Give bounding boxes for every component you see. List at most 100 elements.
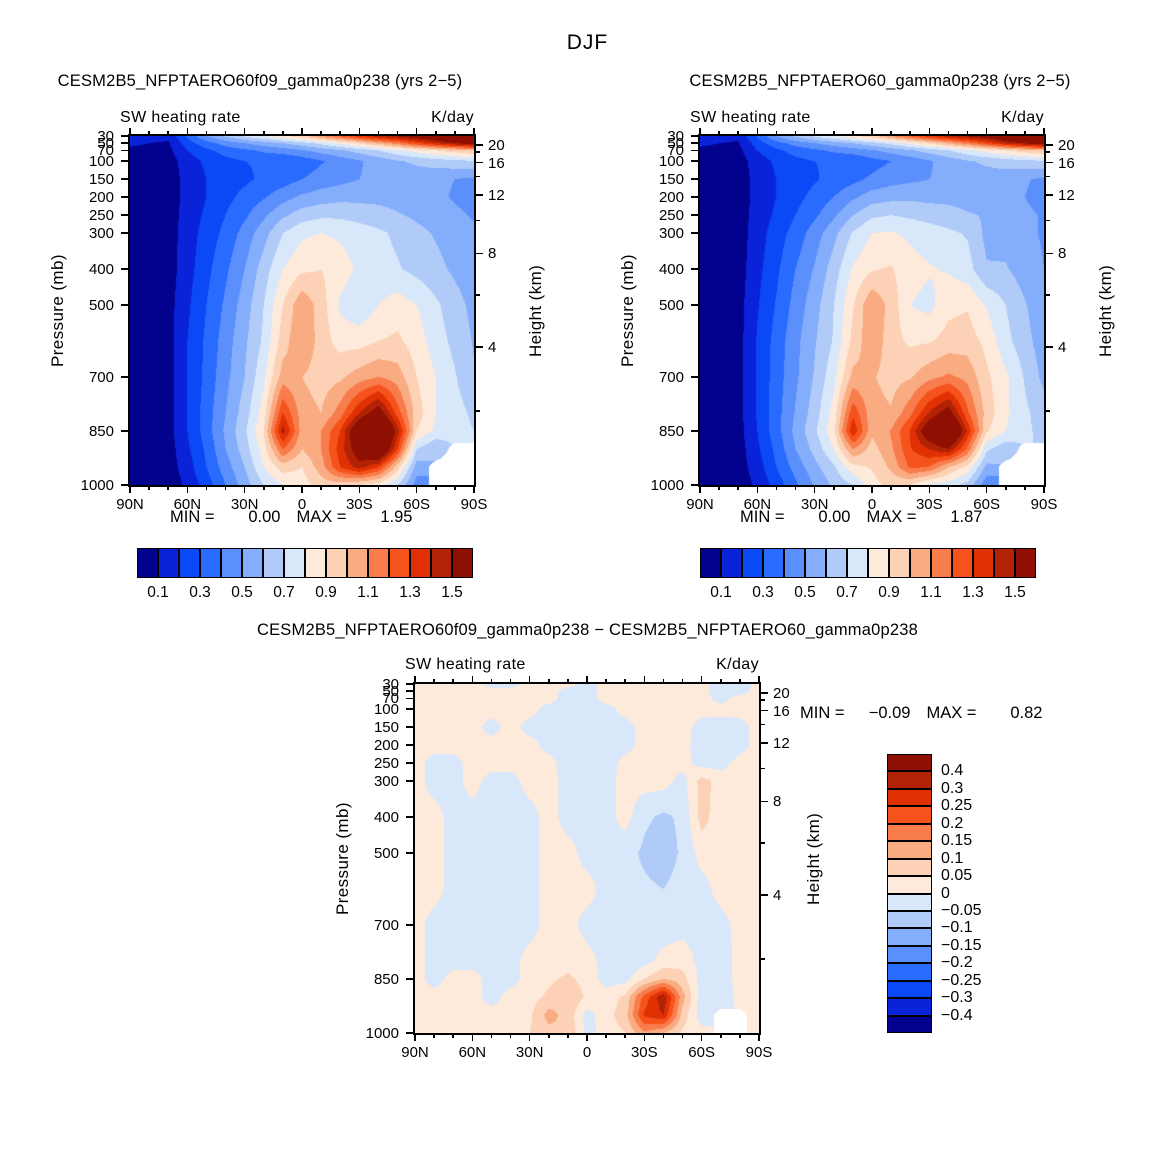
- pressure-tick: [406, 852, 415, 854]
- lat-tick: [1005, 131, 1007, 136]
- height-tick: [759, 742, 768, 744]
- colorbar-label: 0.1: [941, 849, 964, 867]
- colorbar-cell: [263, 548, 284, 578]
- lat-tick: [813, 485, 816, 493]
- colorbar-cell: [910, 548, 931, 578]
- panel1-field-label: SW heating rate: [120, 109, 241, 126]
- min-value: 0.00: [818, 508, 851, 526]
- lat-tick: [490, 679, 493, 684]
- pressure-tick-label: 150: [88, 171, 114, 189]
- min-label: MIN =: [740, 508, 785, 526]
- lat-tick-label: 60N: [743, 496, 772, 513]
- pressure-tick: [121, 214, 130, 216]
- lat-tick: [718, 485, 720, 490]
- height-minor-tick: [474, 410, 480, 412]
- pressure-tick-label: 300: [658, 225, 684, 243]
- lat-tick: [1005, 485, 1007, 490]
- lat-tick: [339, 131, 341, 136]
- colorbar-cell: [826, 548, 847, 578]
- pressure-tick: [121, 268, 130, 270]
- colorbar-cell: [347, 548, 368, 578]
- height-tick-label: 16: [1058, 154, 1075, 172]
- lat-tick: [567, 1033, 569, 1038]
- pressure-tick: [406, 762, 415, 764]
- height-tick: [474, 194, 483, 196]
- lat-tick: [339, 485, 341, 490]
- height-minor-tick: [474, 175, 480, 178]
- pressure-tick: [691, 232, 700, 234]
- pressure-tick-label: 500: [88, 297, 114, 315]
- colorbar-label: −0.2: [941, 954, 973, 972]
- height-tick: [474, 252, 483, 255]
- height-tick-label: 4: [488, 338, 497, 356]
- colorbar-cell: [889, 548, 910, 578]
- colorbar-cell: [887, 893, 932, 911]
- pressure-tick-label: 150: [373, 719, 399, 737]
- lat-tick: [605, 1033, 607, 1038]
- height-tick: [1044, 194, 1053, 196]
- colorbar-cell: [887, 945, 932, 964]
- colorbar-label: 1.5: [1004, 584, 1026, 601]
- height-minor-tick: [759, 958, 765, 960]
- pressure-tick: [121, 149, 130, 152]
- lat-tick-label: 90S: [460, 496, 488, 513]
- lat-tick-label: 30S: [630, 1044, 658, 1061]
- colorbar-label: 0.15: [941, 832, 973, 850]
- pressure-tick: [406, 924, 415, 926]
- lat-tick: [282, 485, 284, 490]
- colorbar-label: 0.3: [752, 584, 774, 601]
- pressure-tick-label: 1000: [80, 477, 114, 494]
- colorbar-label: 0.9: [878, 584, 900, 601]
- lat-tick: [243, 128, 246, 136]
- pressure-tick: [691, 160, 700, 162]
- pressure-tick: [121, 304, 130, 306]
- height-tick-label: 8: [773, 793, 782, 811]
- lat-tick: [681, 1033, 684, 1038]
- lat-tick: [452, 1033, 454, 1038]
- pressure-tick: [691, 430, 700, 432]
- pressure-tick: [406, 708, 415, 710]
- contour-canvas: [700, 136, 1044, 485]
- colorbar-cell: [242, 548, 263, 578]
- pressure-tick-label: 70: [97, 142, 114, 160]
- pressure-tick: [121, 142, 130, 144]
- lat-tick: [377, 485, 380, 490]
- panel1-units-label: K/day: [431, 109, 474, 126]
- lat-tick: [756, 485, 759, 493]
- lat-tick: [643, 676, 646, 684]
- lat-tick: [414, 676, 416, 684]
- lat-tick: [454, 485, 456, 490]
- height-minor-tick: [1044, 151, 1050, 153]
- pressure-tick-label: 200: [658, 189, 684, 207]
- pressure-tick-label: 700: [373, 917, 399, 935]
- lat-tick: [473, 128, 475, 136]
- lat-tick: [909, 485, 911, 490]
- lat-tick: [433, 1033, 435, 1038]
- lat-tick: [452, 679, 454, 684]
- pressure-tick-label: 250: [373, 755, 399, 773]
- lat-tick: [224, 131, 227, 136]
- pressure-tick: [121, 484, 130, 486]
- height-minor-tick: [759, 699, 765, 701]
- pressure-tick: [121, 160, 130, 162]
- pressure-tick: [406, 690, 415, 692]
- min-value: −0.09: [868, 704, 911, 722]
- colorbar-cell: [887, 841, 932, 859]
- plot-frame: [128, 134, 476, 487]
- max-label: MAX =: [866, 508, 917, 526]
- lat-tick-label: 90N: [116, 496, 144, 513]
- panel3-height-axis-title: Height (km): [804, 812, 823, 905]
- lat-tick: [947, 131, 950, 136]
- lat-tick: [148, 485, 150, 490]
- panel2-field-label: SW heating rate: [690, 109, 811, 126]
- pressure-tick-label: 850: [658, 423, 684, 441]
- lat-tick-label: 30S: [915, 496, 943, 513]
- lat-tick: [928, 485, 931, 493]
- pressure-tick-label: 500: [373, 845, 399, 863]
- lat-tick: [205, 131, 208, 136]
- lat-tick: [567, 679, 569, 684]
- lat-tick: [605, 679, 607, 684]
- height-minor-tick: [1044, 410, 1050, 412]
- height-tick: [759, 692, 768, 694]
- max-label: MAX =: [926, 704, 977, 722]
